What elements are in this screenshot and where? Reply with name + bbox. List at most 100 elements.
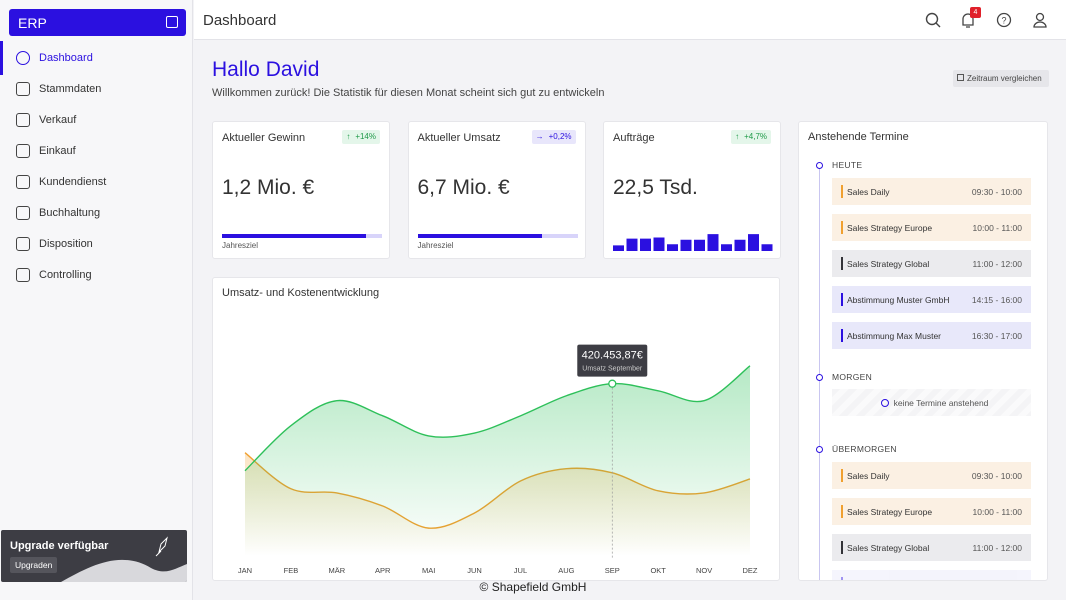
search-icon[interactable] bbox=[925, 12, 941, 28]
menu-item[interactable]: Controlling bbox=[0, 262, 193, 288]
kpi-change: ↑ +14% bbox=[342, 130, 380, 144]
x-tick-label: FEB bbox=[284, 566, 299, 575]
highlight-point bbox=[608, 379, 617, 388]
kpi-change-label: +4,7% bbox=[744, 132, 767, 141]
x-tick-label: NOV bbox=[696, 566, 712, 575]
upgrade-button[interactable]: Upgraden bbox=[10, 557, 58, 573]
menu-item[interactable]: Kundendienst bbox=[0, 169, 193, 195]
kpi-card: Aktueller Umsatz → +0,2% 6,7 Mio. € Jahreszi… bbox=[407, 121, 586, 259]
appointment[interactable]: Sales Daily 09:30 - 10:00 bbox=[832, 462, 1031, 489]
appointment-time: 11:00 - 12:00 bbox=[972, 542, 1022, 553]
menu-item[interactable]: Buchhaltung bbox=[0, 200, 193, 226]
appointment[interactable]: Sales Daily 09:30 - 10:00 bbox=[832, 178, 1031, 205]
compare-label: Zeitraum vergleichen bbox=[967, 74, 1042, 83]
notification-badge: 4 bbox=[970, 7, 981, 18]
menu-label: Stammdaten bbox=[39, 83, 102, 95]
bar bbox=[613, 245, 624, 251]
progress-track bbox=[417, 234, 578, 238]
upgrade-wave bbox=[61, 536, 187, 582]
appointment-color bbox=[841, 541, 843, 554]
kpi-change: → +0,2% bbox=[531, 130, 576, 144]
kpi-value: 6,7 Mio. € bbox=[417, 176, 510, 199]
tooltip-label: Umsatz September bbox=[582, 366, 643, 373]
progress-bar bbox=[222, 234, 366, 238]
user-icon[interactable] bbox=[1033, 12, 1047, 28]
menu-item[interactable]: Verkauf bbox=[0, 107, 193, 133]
appointment-title: Abstimmung Muster GmbH bbox=[847, 294, 950, 305]
info-icon bbox=[880, 398, 889, 407]
collapse-button[interactable] bbox=[166, 16, 178, 28]
help-icon[interactable]: ? bbox=[996, 12, 1012, 28]
day-label: ÜBERMORGEN bbox=[832, 444, 897, 454]
bar bbox=[721, 244, 732, 251]
appointment-time: 10:00 - 11:00 bbox=[972, 506, 1022, 517]
appointment-color bbox=[841, 293, 843, 306]
footer: © Shapefield GmbH bbox=[479, 580, 587, 594]
bar bbox=[694, 239, 705, 251]
appointment-color bbox=[841, 257, 843, 270]
goal-label: Jahresziel bbox=[417, 241, 454, 250]
area-chart: JAN FEB MÄR APR MAI JUN JUL AUG SEP OKT NOV DEZ 420.… bbox=[238, 344, 758, 575]
upgrade-box: Upgrade verfügbar Upgraden bbox=[1, 530, 187, 582]
kpi-arrow: → bbox=[535, 132, 544, 141]
bar bbox=[707, 234, 719, 251]
appointment[interactable]: Abstimmung Muster GmbH 14:15 - 16:00 bbox=[832, 286, 1031, 313]
menu-icon bbox=[16, 206, 30, 220]
appointment-color bbox=[841, 185, 843, 198]
appointment[interactable]: Sales Strategy Europe 10:00 - 11:00 bbox=[832, 498, 1031, 525]
kpi-value: 1,2 Mio. € bbox=[222, 176, 315, 199]
appointment-title: Sales Strategy Europe bbox=[847, 222, 933, 233]
appointment[interactable]: Sales Strategy Global 11:00 - 12:00 bbox=[832, 250, 1031, 277]
appointment-color bbox=[841, 329, 843, 342]
appointment[interactable]: Abstimmung Muster GmbH 14:15 - 16:00 bbox=[832, 570, 1031, 580]
menu-icon bbox=[16, 82, 30, 96]
bar bbox=[667, 244, 678, 251]
appointment-time: 09:30 - 10:00 bbox=[971, 186, 1022, 197]
x-tick-label: OKT bbox=[650, 566, 666, 575]
timeline-line bbox=[819, 166, 820, 580]
line bbox=[244, 365, 751, 472]
kpi-title: Aktueller Umsatz bbox=[417, 132, 501, 144]
menu-icon bbox=[16, 268, 30, 282]
mini-bar-chart bbox=[613, 234, 773, 251]
appointment[interactable]: Sales Strategy Europe 10:00 - 11:00 bbox=[832, 214, 1031, 241]
kpi-card: Aufträge ↑ +4,7% 22,5 Tsd. bbox=[603, 121, 781, 259]
appointment[interactable]: Sales Strategy Global 11:00 - 12:00 bbox=[832, 534, 1031, 561]
area-fill bbox=[245, 365, 750, 556]
menu-item[interactable]: Einkauf bbox=[0, 138, 193, 164]
compare-button[interactable]: Zeitraum vergleichen bbox=[953, 70, 1049, 87]
appointment-title: Abstimmung Max Muster bbox=[847, 330, 941, 341]
x-tick-label: JUL bbox=[514, 566, 527, 575]
appointment-color bbox=[841, 505, 843, 518]
topbar-icons: ? bbox=[925, 12, 1047, 28]
menu-label: Buchhaltung bbox=[39, 207, 101, 219]
goal-label: Jahresziel bbox=[222, 241, 259, 250]
appointment-title: Sales Strategy Global bbox=[847, 542, 930, 553]
day-dot bbox=[816, 446, 823, 453]
tooltip-box bbox=[577, 344, 648, 377]
menu-item[interactable]: Disposition bbox=[0, 231, 193, 257]
kpi-card: Aktueller Gewinn ↑ +14% 1,2 Mio. € Jahreszie… bbox=[212, 121, 390, 259]
bar bbox=[761, 244, 773, 251]
menu-item[interactable]: Dashboard bbox=[0, 41, 193, 75]
empty-text: keine Termine anstehend bbox=[893, 397, 989, 408]
appointment-title: Sales Daily bbox=[847, 470, 890, 481]
appointment[interactable]: Abstimmung Max Muster 16:30 - 17:00 bbox=[832, 322, 1031, 349]
x-tick-label: AUG bbox=[558, 566, 574, 575]
kpi-change: ↑ +4,7% bbox=[731, 130, 771, 144]
kpi-arrow: ↑ bbox=[735, 132, 740, 141]
topbar: Dashboard ? 4 bbox=[194, 0, 1066, 40]
logo: ERP bbox=[9, 9, 186, 36]
x-tick-label: JAN bbox=[238, 566, 252, 575]
tooltip-value: 420.453,87€ bbox=[582, 350, 643, 362]
kpi-title: Aufträge bbox=[613, 132, 655, 144]
x-tick-label: DEZ bbox=[743, 566, 758, 575]
appointments-card: Anstehende Termine HEUTE Sales Daily 09:30… bbox=[798, 121, 1048, 581]
bar bbox=[734, 239, 746, 251]
menu-label: Disposition bbox=[39, 238, 93, 250]
bell-icon[interactable] bbox=[962, 13, 974, 28]
menu-item[interactable]: Stammdaten bbox=[0, 76, 193, 102]
appointment-title: Sales Daily bbox=[847, 186, 890, 197]
greeting-title: Hallo David bbox=[212, 58, 320, 81]
